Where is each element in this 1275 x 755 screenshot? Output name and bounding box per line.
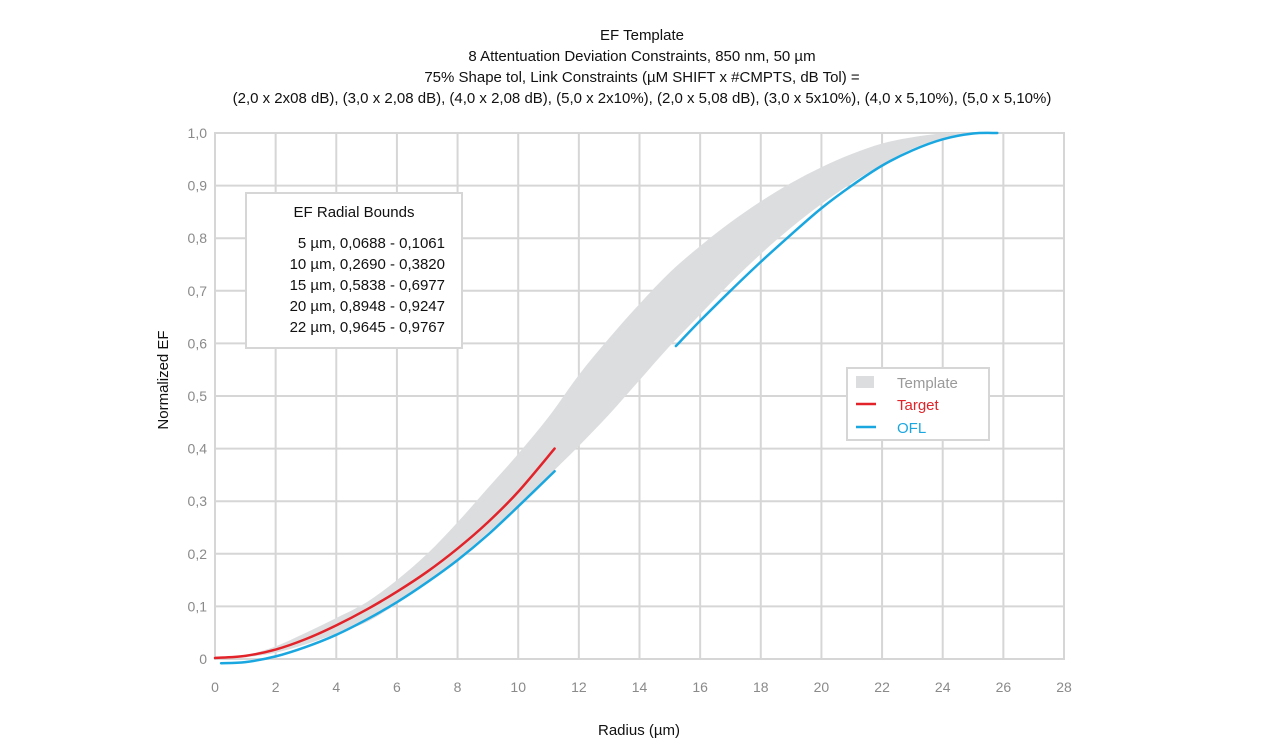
y-tick-label: 0,8 bbox=[188, 230, 208, 246]
x-tick-label: 20 bbox=[814, 679, 830, 695]
ef-radial-bounds-entry: 5 µm, 0,0688 - 0,1061 bbox=[298, 235, 445, 252]
legend-swatch-template bbox=[856, 376, 874, 388]
template-band-layer bbox=[245, 133, 974, 658]
x-tick-label: 24 bbox=[935, 679, 951, 695]
x-tick-label: 14 bbox=[632, 679, 648, 695]
y-tick-label: 0,2 bbox=[188, 546, 208, 562]
chart-subtitle-line-1: 8 Attentuation Deviation Constraints, 85… bbox=[468, 48, 815, 65]
x-tick-label: 4 bbox=[332, 679, 340, 695]
ef-radial-bounds-box: EF Radial Bounds 5 µm, 0,0688 - 0,1061 1… bbox=[245, 192, 463, 349]
legend-label-template: Template bbox=[897, 375, 958, 392]
chart-title: EF Template bbox=[600, 27, 684, 44]
chart-subtitle-line-3: (2,0 x 2x08 dB), (3,0 x 2,08 dB), (4,0 x… bbox=[233, 90, 1052, 107]
ef-radial-bounds-entry: 10 µm, 0,2690 - 0,3820 bbox=[290, 256, 445, 273]
series-layer bbox=[213, 131, 999, 665]
x-tick-label: 28 bbox=[1056, 679, 1072, 695]
y-axis-label: Normalized EF bbox=[155, 330, 172, 429]
ef-radial-bounds-frame bbox=[245, 192, 463, 349]
y-tick-label: 0,4 bbox=[188, 441, 208, 457]
y-tick-labels: 0 0,1 0,2 0,3 0,4 0,5 0,6 0,7 0,8 0,9 1,0 bbox=[188, 125, 208, 667]
y-tick-label: 0,5 bbox=[188, 388, 208, 404]
x-tick-label: 12 bbox=[571, 679, 587, 695]
y-tick-label: 0 bbox=[199, 651, 207, 667]
ef-radial-bounds-entry: 22 µm, 0,9645 - 0,9767 bbox=[290, 319, 445, 336]
series-line-ofl bbox=[219, 469, 556, 665]
y-tick-label: 0,3 bbox=[188, 493, 208, 509]
series-line-target bbox=[213, 447, 556, 660]
y-tick-label: 0,7 bbox=[188, 283, 208, 299]
chart-title-group: EF Template 8 Attentuation Deviation Con… bbox=[233, 27, 1052, 107]
legend: Template Target OFL bbox=[846, 367, 990, 441]
series-line-ofl bbox=[674, 131, 999, 348]
x-tick-label: 16 bbox=[692, 679, 708, 695]
x-tick-label: 18 bbox=[753, 679, 769, 695]
x-tick-label: 22 bbox=[874, 679, 890, 695]
y-tick-label: 0,9 bbox=[188, 178, 208, 194]
x-tick-label: 10 bbox=[510, 679, 526, 695]
x-tick-label: 0 bbox=[211, 679, 219, 695]
chart-subtitle-line-2: 75% Shape tol, Link Constraints (µM SHIF… bbox=[424, 69, 860, 86]
legend-label-target: Target bbox=[897, 397, 940, 414]
legend-label-ofl: OFL bbox=[897, 420, 926, 437]
x-tick-label: 8 bbox=[454, 679, 462, 695]
x-tick-label: 6 bbox=[393, 679, 401, 695]
x-tick-labels: 0 2 4 6 8 10 12 14 16 18 20 22 24 26 28 bbox=[211, 679, 1072, 695]
x-tick-label: 2 bbox=[272, 679, 280, 695]
y-tick-label: 1,0 bbox=[188, 125, 208, 141]
template-band bbox=[245, 133, 974, 658]
x-axis-label: Radius (µm) bbox=[598, 722, 680, 739]
y-tick-label: 0,6 bbox=[188, 335, 208, 351]
x-tick-label: 26 bbox=[996, 679, 1012, 695]
ef-radial-bounds-entry: 15 µm, 0,5838 - 0,6977 bbox=[290, 277, 445, 294]
y-tick-label: 0,1 bbox=[188, 598, 208, 614]
ef-radial-bounds-title: EF Radial Bounds bbox=[294, 204, 415, 221]
ef-radial-bounds-entry: 20 µm, 0,8948 - 0,9247 bbox=[290, 298, 445, 315]
